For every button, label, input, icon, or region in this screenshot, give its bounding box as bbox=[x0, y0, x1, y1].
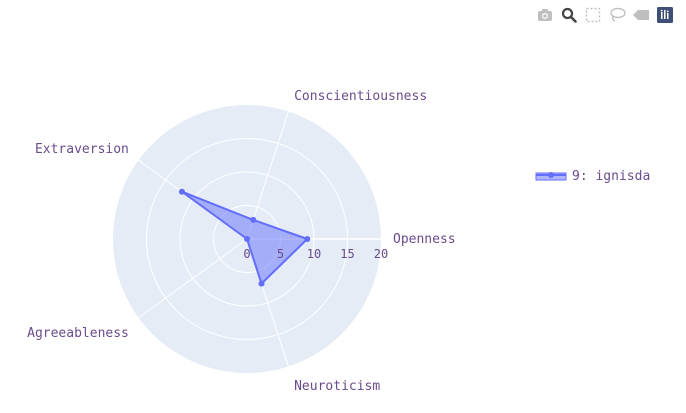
series-area[interactable] bbox=[181, 190, 309, 285]
legend-item[interactable]: 9: ignisda bbox=[535, 169, 650, 184]
plotly-logo-icon[interactable] bbox=[656, 6, 674, 24]
data-point-agreeableness[interactable] bbox=[244, 236, 250, 242]
radial-tick-label: 5 bbox=[277, 247, 284, 261]
radial-tick-labels: 0 5 10 15 20 bbox=[243, 247, 388, 261]
zoom-icon[interactable] bbox=[560, 6, 578, 24]
lasso-select-icon[interactable] bbox=[608, 6, 626, 24]
axis-label-conscientiousness: Conscientiousness bbox=[294, 89, 427, 104]
axis-label-agreeableness: Agreeableness bbox=[27, 326, 129, 341]
legend-marker bbox=[548, 172, 554, 178]
axis-label-extraversion: Extraversion bbox=[35, 142, 129, 157]
box-select-icon[interactable] bbox=[584, 6, 602, 24]
data-point-openness[interactable] bbox=[304, 236, 311, 242]
radial-tick-label: 15 bbox=[340, 247, 354, 261]
data-point-conscientiousness[interactable] bbox=[250, 216, 257, 223]
radial-tick-label: 20 bbox=[374, 247, 388, 261]
radial-tick-label: 10 bbox=[307, 247, 321, 261]
legend-label: 9: ignisda bbox=[572, 169, 650, 184]
hover-closest-icon[interactable] bbox=[632, 6, 650, 24]
modebar bbox=[536, 6, 674, 24]
legend[interactable]: 9: ignisda bbox=[535, 169, 650, 184]
radial-tick-label: 0 bbox=[243, 247, 250, 261]
angular-axis-labels: Openness Conscientiousness Extraversion Agr… bbox=[27, 89, 455, 394]
camera-icon[interactable] bbox=[536, 6, 554, 24]
axis-label-openness: Openness bbox=[393, 232, 456, 247]
axis-label-neuroticism: Neuroticism bbox=[294, 379, 380, 394]
data-point-neuroticism[interactable] bbox=[258, 280, 265, 287]
series-layer bbox=[178, 188, 311, 287]
data-point-extraversion[interactable] bbox=[178, 188, 185, 195]
spoke-agreeableness bbox=[138, 238, 248, 319]
